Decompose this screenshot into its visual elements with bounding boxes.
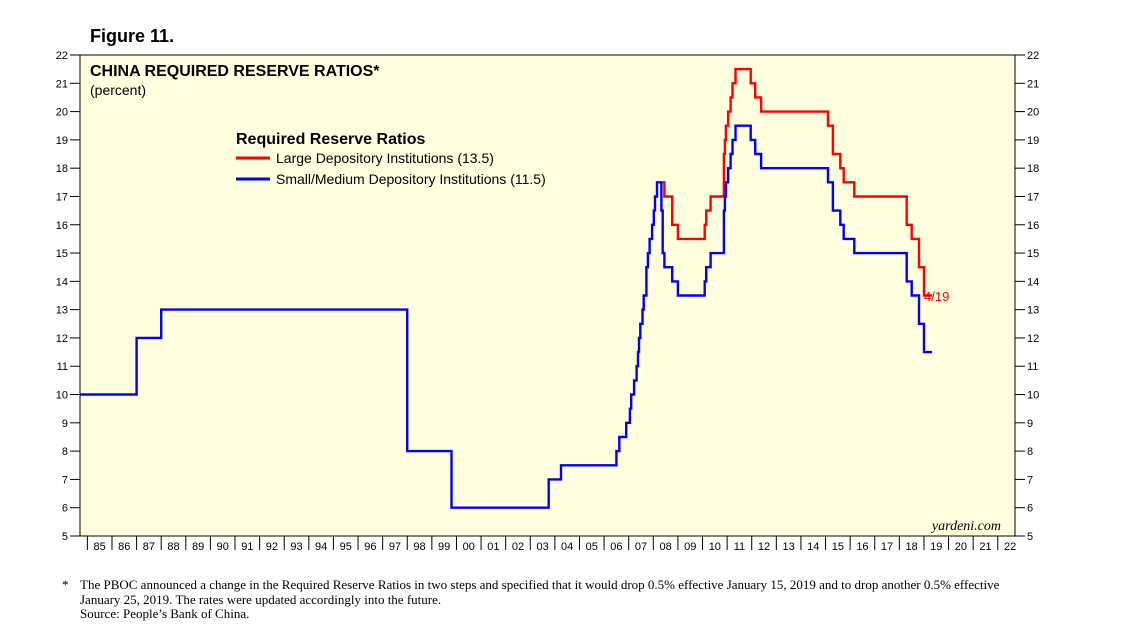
y-tick-label-right: 10: [1027, 390, 1039, 402]
footnote-marker: *: [62, 577, 69, 592]
x-tick-label: 92: [266, 541, 278, 553]
source-note: Source: People’s Bank of China.: [80, 606, 250, 621]
x-tick-label: 21: [979, 541, 991, 553]
y-tick-label-left: 6: [62, 503, 68, 515]
y-tick-label-right: 5: [1027, 531, 1033, 543]
x-tick-label: 07: [635, 541, 647, 553]
y-tick-label-left: 20: [56, 107, 68, 119]
y-tick-label-left: 12: [56, 333, 68, 345]
end-date-label: 4/19: [924, 289, 949, 304]
y-tick-label-left: 10: [56, 390, 68, 402]
x-tick-label: 85: [94, 541, 106, 553]
x-tick-label: 12: [758, 541, 770, 553]
series-line-small-medium-institutions: [80, 124, 933, 509]
x-tick-label: 88: [167, 541, 179, 553]
y-tick-label-left: 11: [57, 361, 68, 373]
x-tick-label: 18: [906, 541, 918, 553]
x-tick-label: 03: [536, 541, 548, 553]
x-tick-label: 06: [610, 541, 622, 553]
x-tick-label: 01: [487, 541, 499, 553]
x-tick-label: 97: [389, 541, 401, 553]
x-tick-label: 89: [192, 541, 204, 553]
x-tick-label: 20: [955, 541, 967, 553]
y-tick-label-left: 13: [56, 305, 68, 317]
x-tick-label: 10: [709, 541, 721, 553]
legend: Required Reserve Ratios Large Depository…: [236, 131, 546, 187]
watermark: yardeni.com: [930, 519, 1001, 534]
x-tick-label: 00: [463, 541, 475, 553]
y-tick-label-left: 7: [62, 474, 68, 486]
x-tick-label: 86: [118, 541, 130, 553]
y-tick-label-right: 19: [1027, 135, 1039, 147]
figure-label: Figure 11.: [90, 26, 175, 46]
y-tick-label-left: 18: [56, 163, 68, 175]
x-tick-label: 95: [340, 541, 352, 553]
y-tick-label-left: 17: [56, 191, 68, 203]
y-tick-label-left: 19: [56, 135, 68, 147]
y-tick-label-left: 5: [62, 531, 68, 543]
y-tick-label-right: 13: [1027, 305, 1039, 317]
x-tick-label: 08: [659, 541, 671, 553]
y-tick-label-right: 17: [1027, 191, 1039, 203]
x-tick-label: 22: [1004, 541, 1016, 553]
x-tick-label: 94: [315, 541, 327, 553]
x-tick-label: 09: [684, 541, 696, 553]
x-tick-label: 96: [364, 541, 376, 553]
chart-subtitle: (percent): [90, 82, 146, 98]
x-tick-label: 99: [438, 541, 450, 553]
x-tick-label: 13: [783, 541, 795, 553]
y-tick-label-right: 16: [1027, 220, 1039, 232]
x-tick-label: 04: [561, 541, 573, 553]
y-tick-label-left: 21: [56, 78, 68, 90]
y-tick-label-left: 16: [56, 220, 68, 232]
x-tick-label: 16: [856, 541, 868, 553]
x-tick-label: 14: [807, 541, 819, 553]
y-tick-label-right: 21: [1027, 78, 1039, 90]
x-tick-label: 17: [881, 541, 893, 553]
x-tick-label: 05: [586, 541, 598, 553]
footnote-text: The PBOC announced a change in the Requi…: [80, 577, 1000, 607]
y-tick-label-left: 22: [56, 50, 68, 62]
y-tick-label-left: 9: [62, 418, 68, 430]
x-tick-label: 19: [930, 541, 942, 553]
legend-label-small: Small/Medium Depository Institutions (11…: [276, 171, 546, 187]
y-tick-label-right: 22: [1027, 50, 1039, 62]
y-tick-label-right: 8: [1027, 446, 1033, 458]
y-tick-label-right: 6: [1027, 503, 1033, 515]
legend-title: Required Reserve Ratios: [236, 131, 426, 148]
y-tick-label-right: 14: [1027, 276, 1039, 288]
x-tick-label: 93: [290, 541, 302, 553]
x-tick-label: 98: [413, 541, 425, 553]
legend-label-large: Large Depository Institutions (13.5): [276, 150, 494, 166]
y-tick-label-right: 12: [1027, 333, 1039, 345]
x-tick-label: 90: [217, 541, 229, 553]
y-tick-label-left: 15: [56, 248, 68, 260]
x-tick-label: 87: [143, 541, 155, 553]
x-tick-label: 91: [241, 541, 253, 553]
y-tick-label-right: 20: [1027, 107, 1039, 119]
x-tick-label: 11: [734, 541, 745, 553]
plot-area: [79, 54, 1016, 537]
chart-title: CHINA REQUIRED RESERVE RATIOS*: [90, 63, 380, 80]
y-tick-label-left: 14: [56, 276, 68, 288]
x-tick-label: 02: [512, 541, 524, 553]
series-line-large-institutions: [662, 67, 933, 297]
y-tick-label-right: 9: [1027, 418, 1033, 430]
y-tick-label-right: 15: [1027, 248, 1039, 260]
y-tick-label-right: 11: [1027, 361, 1038, 373]
y-tick-label-right: 18: [1027, 163, 1039, 175]
y-tick-label-left: 8: [62, 446, 68, 458]
x-tick-label: 15: [832, 541, 844, 553]
y-tick-label-right: 7: [1027, 474, 1033, 486]
